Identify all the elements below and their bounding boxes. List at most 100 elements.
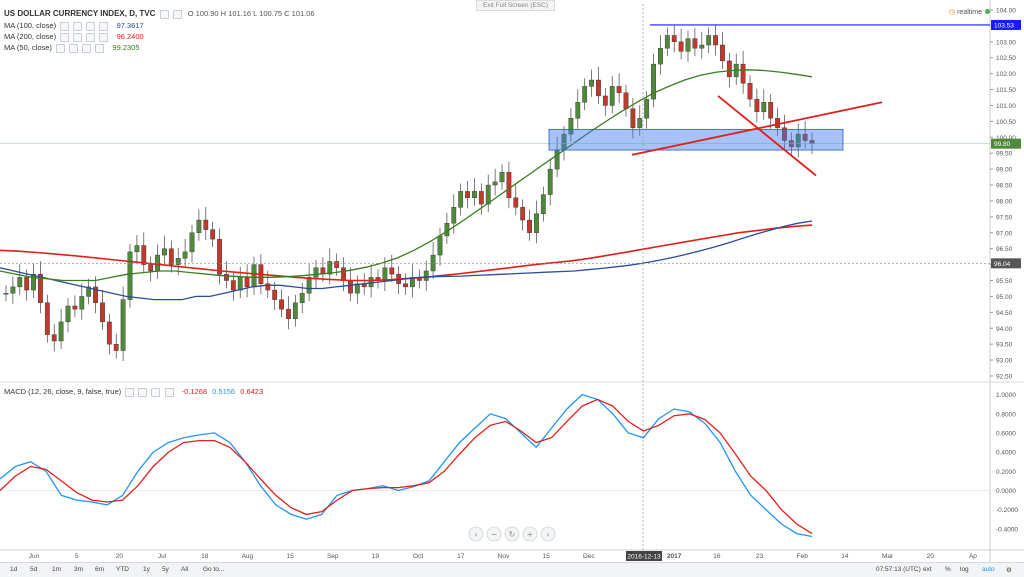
legend-settings-icon[interactable] [172,9,182,19]
nav-button-icon: › [546,530,549,539]
candle [334,261,340,268]
indicator-eye-icon[interactable] [60,32,70,42]
timeframe-1m[interactable]: 1m [52,566,62,573]
auto-toggle[interactable]: auto [982,566,995,573]
candle [568,118,574,135]
trendline-down[interactable] [717,95,817,177]
ma50-line [0,69,813,282]
settings-gear-icon[interactable]: ⚙ [1006,567,1012,574]
candle [458,191,464,208]
candle [575,102,581,119]
indicator-settings-icon[interactable] [69,43,79,53]
legend-eye-icon[interactable] [159,9,169,19]
x-tick-label: 20 [927,553,935,560]
candle [678,41,684,52]
nav-button[interactable] [486,526,502,542]
candle [141,245,147,265]
macd-y-tick-label: -0.2000 [996,507,1018,514]
support-zone-rect[interactable] [548,128,844,151]
candle [51,334,57,342]
macd-y-tick-label: 0.2000 [996,469,1016,476]
candle [65,305,71,323]
macd-settings-icon[interactable] [138,387,148,397]
candle [623,92,629,109]
exit-full-screen-button[interactable]: Exit Full Screen (ESC) [476,0,556,11]
indicator-menu-icon[interactable] [95,43,105,53]
candle [589,79,594,87]
candle [740,63,746,84]
nav-button[interactable] [504,526,520,542]
goto-date-button[interactable]: Go to... [203,566,225,573]
ohlc-readout: O 100.90 H 101.16 L 100.75 C 101.06 [187,9,315,18]
timeframe-5d[interactable]: 5d [30,566,38,573]
ext-toggle[interactable]: ext [923,566,932,573]
timeframe-5y[interactable]: 5y [162,566,169,573]
indicator-settings-icon[interactable] [73,32,83,42]
timeframe-6m[interactable]: 6m [95,566,105,573]
candle [747,82,753,100]
bottom-toolbar: 1d 5d 1m 3m 6m YTD 1y 5y All Go to... 07… [0,562,1024,577]
candle [217,238,222,275]
candle [534,213,539,233]
timeframe-3m[interactable]: 3m [74,566,84,573]
macd-menu-icon[interactable] [164,387,174,397]
candle [437,235,443,256]
macd-close-icon[interactable] [151,387,161,397]
candle [423,270,429,281]
y-tick-label: 99.00 [996,167,1013,174]
x-tick-label: 23 [756,553,764,560]
candle [671,35,677,43]
x-tick-label: Jul [158,553,167,560]
ma100-line [0,220,813,301]
y-tick-label: 100.00 [996,135,1016,142]
candle [120,299,126,351]
candle [79,296,85,310]
timeframe-1d[interactable]: 1d [10,566,18,573]
percent-toggle[interactable]: % [945,566,951,573]
indicator-eye-icon[interactable] [56,43,66,53]
nav-button[interactable] [522,526,538,542]
candle [354,283,360,294]
indicator-value: 97.3617 [116,21,144,30]
indicator-menu-icon[interactable] [99,32,109,42]
candle [651,63,656,100]
candle [644,98,650,119]
macd-eye-icon[interactable] [125,387,135,397]
candle [189,232,195,253]
indicator-eye-icon[interactable] [60,21,70,31]
realtime-indicator[interactable]: ◷ realtime [949,8,990,16]
candle [582,86,588,103]
last-price-label-bg [991,138,1021,149]
x-tick-label: Aug [242,553,254,560]
candle [299,293,305,303]
indicator-close-icon[interactable] [82,43,92,53]
current-price-label-bg [991,258,1021,269]
nav-button-icon: + [527,530,534,539]
candle [685,38,691,52]
candle [341,267,346,281]
timeframe-ytd[interactable]: YTD [116,566,129,573]
x-tick-label: 15 [543,553,551,560]
candle [348,280,353,294]
y-tick-label: 99.50 [996,151,1013,158]
indicator-menu-icon[interactable] [99,21,109,31]
candle [706,35,712,46]
x-tick-label: 17 [457,553,465,560]
macd-label: MACD (12, 26, close, 9, false, true) [4,387,122,396]
log-toggle[interactable]: log [960,566,969,573]
indicator-close-icon[interactable] [86,32,96,42]
x-tick-label: 15 [286,553,294,560]
crosshair-date-label: 2016-12-13 [627,554,661,561]
candle [10,286,16,294]
nav-button[interactable] [468,526,484,542]
candle [720,44,725,62]
indicator-settings-icon[interactable] [73,21,83,31]
timeframe-all[interactable]: All [181,566,189,573]
timeframe-1y[interactable]: 1y [143,566,150,573]
price-chart-svg[interactable]: 104.00103.50103.00102.50102.00101.50101.… [0,0,1024,562]
indicator-value: 96.2400 [116,32,144,41]
indicator-close-icon[interactable] [86,21,96,31]
candle [554,149,560,170]
nav-button[interactable] [540,526,556,542]
